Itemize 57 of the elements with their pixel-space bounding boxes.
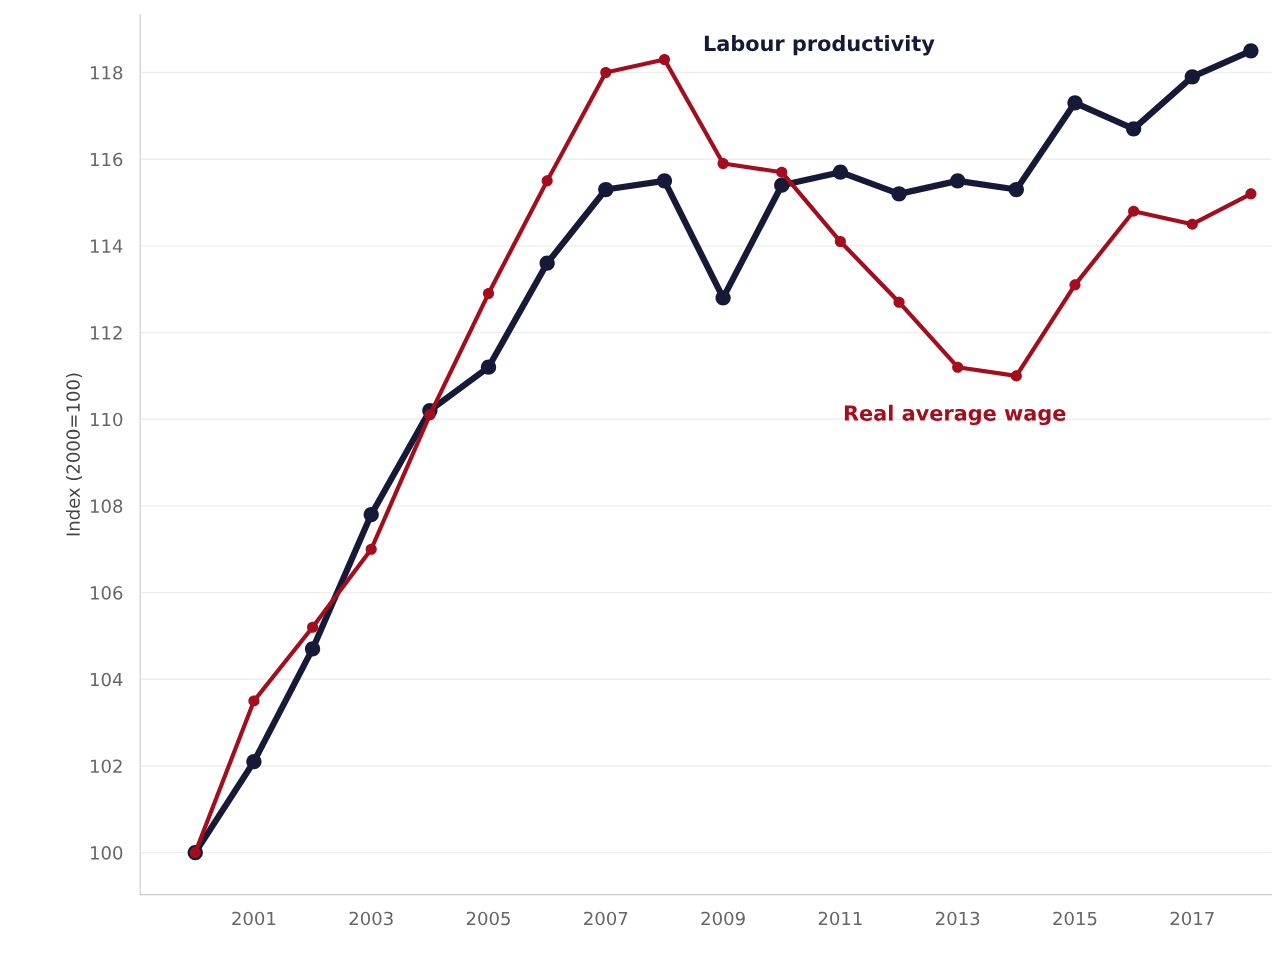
x-tick-label: 2011 [818, 911, 862, 926]
point [1125, 121, 1142, 137]
y-tick-label: 110 [90, 412, 123, 427]
point [598, 181, 614, 198]
point [658, 53, 671, 66]
point [1069, 279, 1081, 291]
point [424, 409, 436, 421]
x-tick-label: 2001 [232, 911, 276, 926]
point [717, 157, 729, 170]
point [363, 506, 379, 523]
point [1128, 205, 1140, 217]
point [893, 296, 905, 308]
text: Labour productivity [704, 35, 935, 56]
point [248, 695, 260, 707]
x-tick-label: 2013 [936, 911, 980, 926]
y-tick-label: 100 [90, 846, 123, 860]
point [715, 290, 731, 306]
point [304, 641, 321, 657]
point [600, 66, 612, 79]
y-tick-label: 112 [90, 326, 122, 340]
point [952, 361, 964, 373]
y-tick-label: 118 [90, 65, 123, 80]
x-tick-label: 2009 [701, 911, 745, 926]
point [246, 753, 262, 770]
text: Real average wage [844, 404, 1066, 426]
point [774, 177, 790, 193]
point [541, 175, 553, 187]
point [834, 235, 846, 248]
point [891, 186, 907, 202]
point [1186, 218, 1198, 230]
point [365, 543, 377, 555]
point [482, 287, 495, 300]
y-tick-label: 104 [90, 672, 123, 687]
x-tick-label: 2005 [466, 911, 510, 926]
point [1245, 188, 1257, 200]
point [1010, 370, 1022, 382]
y-tick-label: 114 [90, 239, 123, 253]
point [656, 173, 673, 189]
point [1243, 43, 1259, 59]
y-tick-label: 102 [90, 759, 122, 774]
point [950, 173, 966, 189]
y-tick-label: 108 [90, 499, 123, 514]
point [1067, 95, 1083, 111]
point [776, 166, 788, 178]
x-tick-label: 2007 [584, 911, 628, 926]
point [539, 255, 555, 271]
x-tick-label: 2017 [1170, 911, 1214, 926]
point [307, 621, 319, 633]
x-tick-label: 2003 [349, 911, 393, 926]
x-tick-label: 2015 [1053, 911, 1097, 926]
point [832, 164, 849, 180]
y-tick-label: 106 [90, 586, 123, 600]
point [1008, 181, 1024, 198]
y-tick-label: 116 [90, 152, 123, 167]
point [1184, 69, 1200, 85]
point [480, 359, 497, 375]
y-axis-title: Index (2000=100) [65, 373, 83, 536]
